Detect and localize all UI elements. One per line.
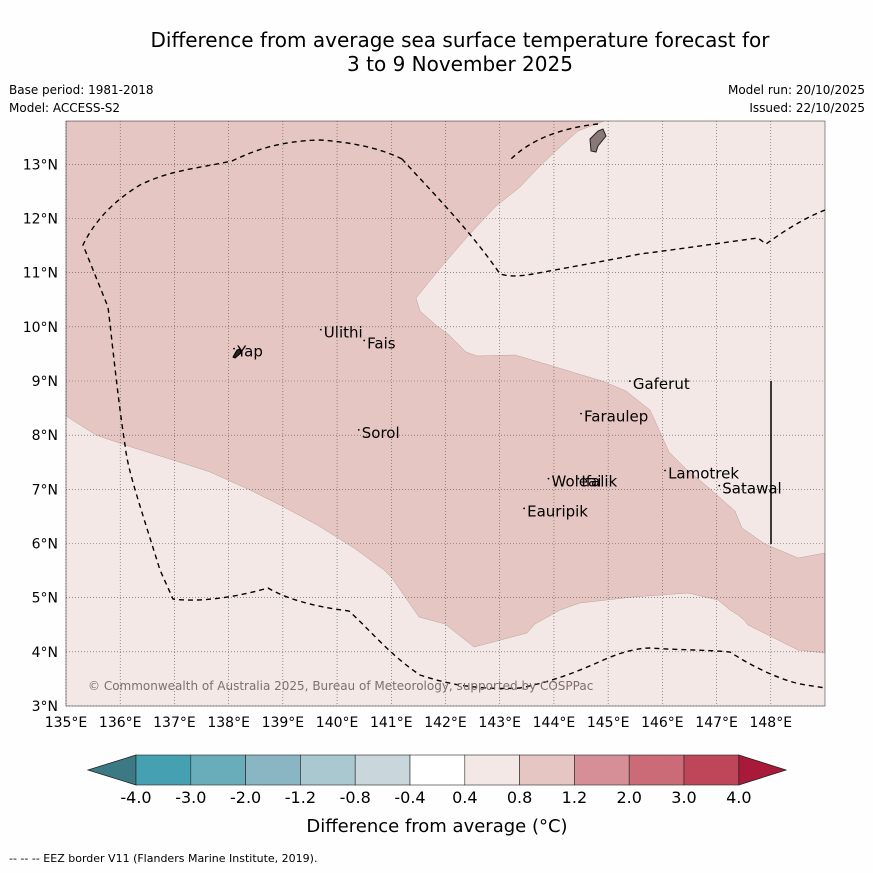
place-marker [319,328,322,331]
latitude-tick-labels: 3°N 4°N 5°N 6°N 7°N 8°N 9°N 10°N 11°N 12°N 13°N [23,157,58,715]
place-marker [580,412,582,415]
meta-right: Model run: 20/10/2025 Issued: 22/10/2025 [728,81,865,117]
colorbar-segment [628,754,685,786]
place-marker [357,428,360,431]
colorbar-tick-label: -2.0 [230,788,261,807]
place-marker [523,507,526,510]
place-label-woleai: Woleai [552,473,602,491]
lon-tick-label: 143°E [478,715,521,731]
lon-tick-label: 142°E [424,715,467,731]
colorbar-segment [464,754,520,786]
lat-tick-label: 3°N [32,699,58,715]
colorbar-segment [245,754,301,786]
lat-tick-label: 13°N [23,157,58,173]
colorbar-segment [190,754,246,786]
colorbar-segment [574,754,630,786]
colorbar-tick-label: 0.8 [507,788,532,807]
colorbar-tick-label: -0.8 [340,788,371,807]
lon-tick-label: 148°E [749,715,792,731]
place-label-gaferut: Gaferut [633,375,690,393]
place-marker [233,347,235,350]
lon-tick-label: 136°E [99,715,142,731]
colorbar: -4.0 -3.0 -2.0 -1.2 -0.8 -0.4 0.4 0.8 1.2 2.0 3.0 4… [86,754,788,807]
colorbar-tick-label: 3.0 [671,788,696,807]
base-period: Base period: 1981-2018 [9,83,154,97]
colorbar-tick-label: 1.2 [562,788,587,807]
colorbar-tick-label: 4.0 [726,788,751,807]
place-marker [628,380,631,383]
place-marker [664,469,666,472]
meta-left: Base period: 1981-2018 Model: ACCESS-S2 [9,81,154,117]
colorbar-tick-label: -0.4 [394,788,425,807]
lon-tick-label: 135°E [45,715,88,731]
place-label-yap: Yap [236,343,263,361]
place-label-eauripik: Eauripik [527,502,588,520]
sst-band-0.8-1.2 [66,121,825,654]
lat-tick-label: 12°N [23,212,58,228]
map-frame [65,120,826,707]
colorbar-segment [519,754,575,786]
place-marker [363,339,366,342]
lon-tick-label: 138°E [207,715,250,731]
yap-island [232,348,242,359]
lon-tick-label: 145°E [587,715,630,731]
lat-tick-label: 8°N [32,428,58,444]
lat-tick-label: 10°N [23,320,58,336]
lat-tick-label: 11°N [23,266,58,282]
title-line-1: Difference from average sea surface temp… [150,28,770,52]
model-name: Model: ACCESS-S2 [9,101,121,115]
title-line-2: 3 to 9 November 2025 [347,52,573,76]
lon-tick-label: 141°E [370,715,413,731]
lon-tick-label: 139°E [262,715,305,731]
lat-tick-label: 6°N [32,537,58,553]
lon-tick-label: 144°E [533,715,576,731]
lon-tick-label: 147°E [695,715,738,731]
longitude-tick-labels: 135°E 136°E 137°E 138°E 139°E 140°E 141°E 142°E… [45,715,792,731]
place-label-sorol: Sorol [362,424,400,442]
place-label-fais: Fais [367,335,396,353]
colorbar-tick-label: -3.0 [175,788,206,807]
eez-border-north [401,158,825,277]
place-label-lamotrek: Lamotrek [668,465,739,483]
lat-tick-label: 4°N [32,645,58,661]
colorbar-segment [409,754,466,786]
chart-title: Difference from average sea surface temp… [0,28,873,76]
lat-tick-label: 7°N [32,482,58,498]
lon-tick-label: 137°E [153,715,196,731]
place-marker [577,477,580,480]
place-label-faraulep: Faraulep [584,408,648,426]
eez-footer-note: -- -- -- EEZ border V11 (Flanders Marine… [9,852,318,865]
eez-border-west [82,123,825,690]
colorbar-label: Difference from average (°C) [306,816,567,837]
place-label-ulithi: Ulithi [324,324,363,342]
place-marker [718,484,721,487]
lat-tick-label: 9°N [32,374,58,390]
colorbar-extend-low [86,754,137,786]
place-label-satawal: Satawal [722,480,781,498]
colorbar-segment [135,754,192,786]
colorbar-segment [300,754,356,786]
lat-tick-label: 5°N [32,591,58,607]
lon-tick-label: 140°E [316,715,359,731]
colorbar-tick-label: -1.2 [285,788,316,807]
place-marker [547,477,550,480]
guam-island [589,128,607,153]
copyright-text: © Commonwealth of Australia 2025, Bureau… [88,679,593,693]
colorbar-tick-label: 2.0 [616,788,641,807]
place-label-ifalik: Ifalik [581,473,617,491]
colorbar-segment [683,754,740,786]
colorbar-segment [354,754,411,786]
colorbar-extend-high [738,754,788,786]
model-run: Model run: 20/10/2025 [727,83,865,97]
colorbar-tick-label: 0.4 [452,788,477,807]
issued-date: Issued: 22/10/2025 [749,101,865,115]
lon-tick-label: 146°E [641,715,684,731]
colorbar-tick-label: -4.0 [120,788,151,807]
